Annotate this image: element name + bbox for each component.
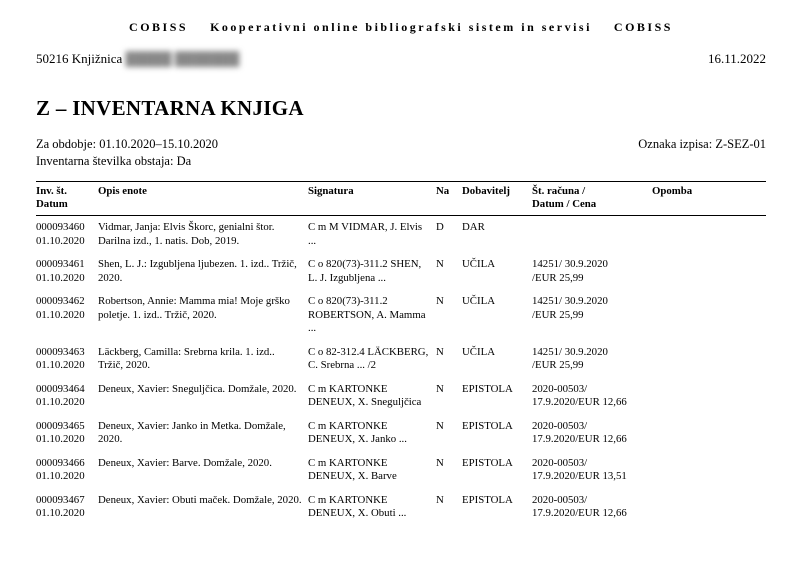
table-row: 000093462 01.10.2020Robertson, Annie: Ma… [36, 290, 766, 340]
cell-na: N [436, 452, 462, 489]
cell-dob: UČILA [462, 341, 532, 378]
cell-sig: C o 82-312.4 LÄCKBERG, C. Srebrna ... /2 [308, 341, 436, 378]
cell-inv: 000093465 01.10.2020 [36, 415, 98, 452]
period-value: 01.10.2020–15.10.2020 [99, 137, 218, 151]
cell-rac: 14251/ 30.9.2020 /EUR 25,99 [532, 253, 652, 290]
print-date: 16.11.2022 [708, 51, 766, 67]
cell-na: N [436, 489, 462, 526]
inv-exists-label: Inventarna številka obstaja: [36, 154, 173, 168]
cell-dob: UČILA [462, 253, 532, 290]
cell-dob: EPISTOLA [462, 415, 532, 452]
banner-right: COBISS [614, 20, 673, 34]
report-code-label: Oznaka izpisa: [638, 137, 712, 151]
cell-sig: C m M VIDMAR, J. Elvis ... [308, 216, 436, 253]
table-row: 000093465 01.10.2020Deneux, Xavier: Jank… [36, 415, 766, 452]
cell-inv: 000093464 01.10.2020 [36, 378, 98, 415]
cell-opis: Vidmar, Janja: Elvis Škorc, genialni što… [98, 216, 308, 253]
cell-na: N [436, 415, 462, 452]
cell-na: N [436, 341, 462, 378]
cell-dob: UČILA [462, 290, 532, 340]
library-code: 50216 [36, 51, 69, 66]
cell-sig: C o 820(73)-311.2 ROBERTSON, A. Mamma ..… [308, 290, 436, 340]
sub-header: 50216 Knjižnica █████ ███████ 16.11.2022 [36, 51, 766, 67]
library-label: Knjižnica [72, 51, 123, 66]
cell-op [652, 253, 766, 290]
cell-dob: DAR [462, 216, 532, 253]
cell-op [652, 415, 766, 452]
cell-rac: 2020-00503/ 17.9.2020/EUR 12,66 [532, 489, 652, 526]
cell-rac: 14251/ 30.9.2020 /EUR 25,99 [532, 341, 652, 378]
inventory-table: Inv. št. Datum Opis enote Signatura Na D… [36, 182, 766, 526]
cell-opis: Robertson, Annie: Mamma mia! Moje grško … [98, 290, 308, 340]
cell-op [652, 378, 766, 415]
header-banner: COBISS Kooperativni online bibliografski… [36, 20, 766, 35]
cell-sig: C o 820(73)-311.2 SHEN, L. J. Izgubljena… [308, 253, 436, 290]
col-inv: Inv. št. Datum [36, 182, 98, 215]
cell-opis: Deneux, Xavier: Sneguljčica. Domžale, 20… [98, 378, 308, 415]
cell-dob: EPISTOLA [462, 452, 532, 489]
cell-op [652, 290, 766, 340]
table-row: 000093461 01.10.2020Shen, L. J.: Izgublj… [36, 253, 766, 290]
page-title: Z – INVENTARNA KNJIGA [36, 95, 766, 121]
cell-op [652, 489, 766, 526]
cell-sig: C m KARTONKE DENEUX, X. Obuti ... [308, 489, 436, 526]
cell-inv: 000093460 01.10.2020 [36, 216, 98, 253]
report-code-value: Z-SEZ-01 [715, 137, 766, 151]
library-redacted: █████ ███████ [126, 51, 240, 66]
period-label: Za obdobje: [36, 137, 96, 151]
inv-exists-value: Da [177, 154, 192, 168]
cell-op [652, 216, 766, 253]
cell-op [652, 341, 766, 378]
cell-rac: 2020-00503/ 17.9.2020/EUR 12,66 [532, 378, 652, 415]
cell-na: D [436, 216, 462, 253]
cell-rac: 14251/ 30.9.2020 /EUR 25,99 [532, 290, 652, 340]
table-row: 000093464 01.10.2020Deneux, Xavier: Sneg… [36, 378, 766, 415]
col-dob: Dobavitelj [462, 182, 532, 215]
cell-op [652, 452, 766, 489]
col-na: Na [436, 182, 462, 215]
table-row: 000093467 01.10.2020Deneux, Xavier: Obut… [36, 489, 766, 526]
banner-mid: Kooperativni online bibliografski sistem… [210, 20, 592, 34]
cell-opis: Läckberg, Camilla: Srebrna krila. 1. izd… [98, 341, 308, 378]
cell-rac: 2020-00503/ 17.9.2020/EUR 13,51 [532, 452, 652, 489]
cell-inv: 000093462 01.10.2020 [36, 290, 98, 340]
col-opis: Opis enote [98, 182, 308, 215]
cell-sig: C m KARTONKE DENEUX, X. Barve [308, 452, 436, 489]
cell-dob: EPISTOLA [462, 489, 532, 526]
table-row: 000093463 01.10.2020Läckberg, Camilla: S… [36, 341, 766, 378]
cell-na: N [436, 290, 462, 340]
cell-na: N [436, 253, 462, 290]
library-line: 50216 Knjižnica █████ ███████ [36, 51, 239, 67]
cell-rac [532, 216, 652, 253]
cell-opis: Deneux, Xavier: Janko in Metka. Domžale,… [98, 415, 308, 452]
cell-opis: Deneux, Xavier: Obuti maček. Domžale, 20… [98, 489, 308, 526]
cell-inv: 000093463 01.10.2020 [36, 341, 98, 378]
cell-na: N [436, 378, 462, 415]
cell-rac: 2020-00503/ 17.9.2020/EUR 12,66 [532, 415, 652, 452]
cell-inv: 000093461 01.10.2020 [36, 253, 98, 290]
cell-opis: Deneux, Xavier: Barve. Domžale, 2020. [98, 452, 308, 489]
table-header-row: Inv. št. Datum Opis enote Signatura Na D… [36, 182, 766, 215]
table-row: 000093466 01.10.2020Deneux, Xavier: Barv… [36, 452, 766, 489]
cell-opis: Shen, L. J.: Izgubljena ljubezen. 1. izd… [98, 253, 308, 290]
cell-inv: 000093467 01.10.2020 [36, 489, 98, 526]
col-sig: Signatura [308, 182, 436, 215]
cell-inv: 000093466 01.10.2020 [36, 452, 98, 489]
banner-left: COBISS [129, 20, 188, 34]
col-op: Opomba [652, 182, 766, 215]
cell-sig: C m KARTONKE DENEUX, X. Janko ... [308, 415, 436, 452]
cell-sig: C m KARTONKE DENEUX, X. Sneguljčica [308, 378, 436, 415]
table-row: 000093460 01.10.2020Vidmar, Janja: Elvis… [36, 216, 766, 253]
cell-dob: EPISTOLA [462, 378, 532, 415]
meta-row: Za obdobje: 01.10.2020–15.10.2020 Invent… [36, 136, 766, 171]
col-rac: Št. računa / Datum / Cena [532, 182, 652, 215]
